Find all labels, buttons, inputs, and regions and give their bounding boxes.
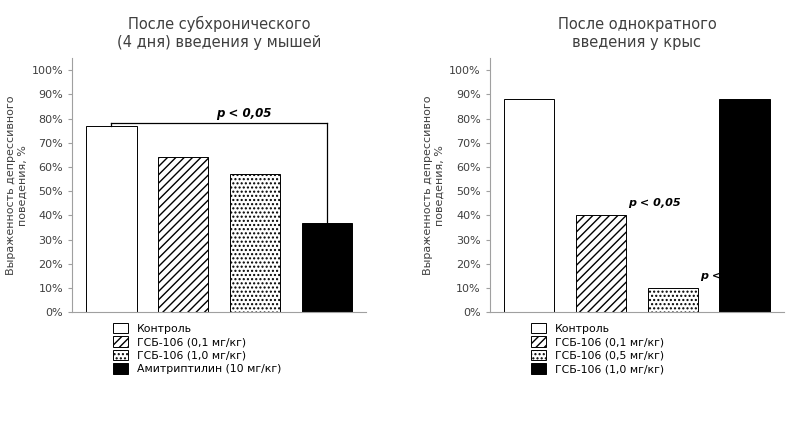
Legend: Контроль, ГСБ-106 (0,1 мг/кг), ГСБ-106 (0,5 мг/кг), ГСБ-106 (1,0 мг/кг): Контроль, ГСБ-106 (0,1 мг/кг), ГСБ-106 (… [531, 323, 664, 374]
Text: p < 0,05: p < 0,05 [628, 198, 681, 208]
Title: После однократного
введения у крыс: После однократного введения у крыс [558, 17, 716, 50]
Bar [719, 99, 770, 312]
Bar [648, 288, 698, 312]
Legend: Контроль, ГСБ-106 (0,1 мг/кг), ГСБ-106 (1,0 мг/кг), Амитриптилин (10 мг/кг): Контроль, ГСБ-106 (0,1 мг/кг), ГСБ-106 (… [114, 323, 282, 374]
Text: p < 0,05: p < 0,05 [217, 107, 272, 120]
Text: p < 0,05: p < 0,05 [700, 271, 753, 281]
Y-axis label: Выраженность депрессивного
поведения, %: Выраженность депрессивного поведения, % [6, 95, 27, 275]
Bar [230, 174, 280, 312]
Y-axis label: Выраженность депрессивного
поведения, %: Выраженность депрессивного поведения, % [423, 95, 445, 275]
Title: После субхронического
(4 дня) введения у мышей: После субхронического (4 дня) введения у… [117, 17, 322, 50]
Bar [504, 99, 554, 312]
Bar [302, 223, 352, 312]
Bar [576, 215, 626, 312]
Bar [86, 126, 137, 312]
Bar [158, 157, 208, 312]
